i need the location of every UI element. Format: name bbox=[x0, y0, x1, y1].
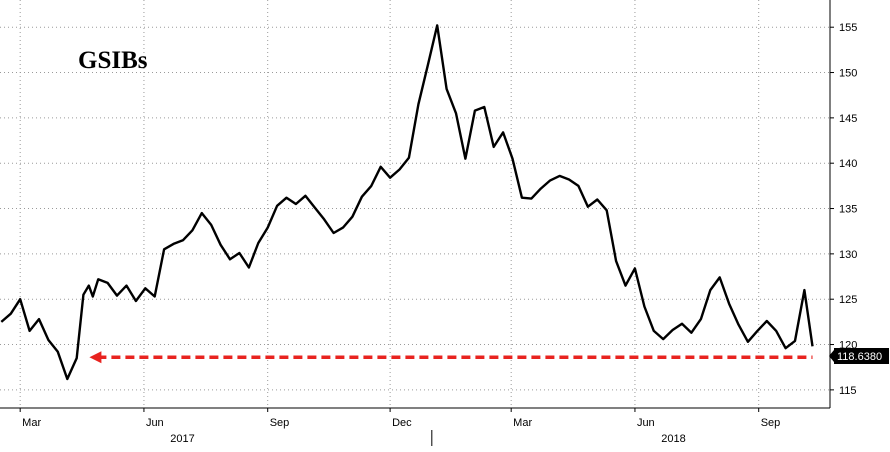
year-label: 2017 bbox=[170, 433, 194, 445]
x-tick-label: Sep bbox=[761, 417, 781, 429]
last-value-label: 118.6380 bbox=[829, 348, 889, 364]
last-value-text: 118.6380 bbox=[837, 351, 882, 363]
chart-grid bbox=[0, 0, 830, 408]
x-tick-label: Sep bbox=[270, 417, 290, 429]
series-group bbox=[0, 24, 814, 381]
reference-arrow bbox=[89, 351, 813, 364]
year-label: 2018 bbox=[661, 433, 685, 445]
x-tick-label: Jun bbox=[146, 417, 164, 429]
x-axis: Mar Jun Sep Dec Mar Jun Sep 2017 2018 bbox=[19, 408, 781, 446]
chart-title: GSIBs bbox=[78, 47, 148, 74]
x-tick-label: Dec bbox=[392, 417, 412, 429]
series-line bbox=[0, 24, 814, 381]
y-tick-label: 155 bbox=[839, 22, 857, 34]
x-tick-label: Mar bbox=[513, 417, 532, 429]
y-tick-label: 130 bbox=[839, 249, 857, 261]
last-value-badge bbox=[834, 348, 889, 364]
last-value-pointer bbox=[829, 350, 834, 362]
y-tick-label: 150 bbox=[839, 68, 857, 80]
y-tick-label: 115 bbox=[839, 385, 857, 397]
y-tick-label: 135 bbox=[839, 204, 857, 216]
x-tick-label: Jun bbox=[637, 417, 655, 429]
y-tick-label: 140 bbox=[839, 158, 857, 170]
x-tick-label: Mar bbox=[22, 417, 41, 429]
y-tick-label: 145 bbox=[839, 113, 857, 125]
arrow-head bbox=[89, 351, 102, 364]
y-tick-label: 125 bbox=[839, 294, 857, 306]
